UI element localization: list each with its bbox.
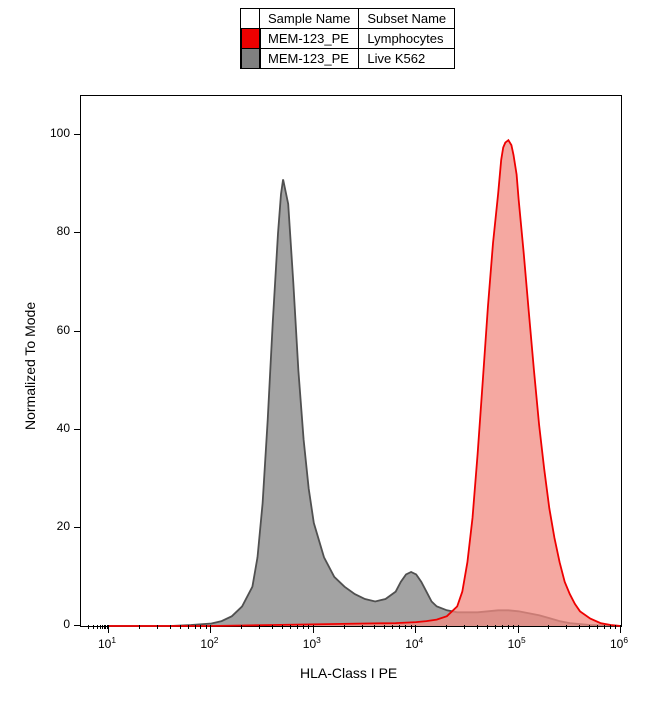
- x-tick-label: 101: [98, 635, 116, 651]
- legend-swatch-cell: [241, 49, 260, 69]
- legend-sample-cell: MEM-123_PE: [260, 29, 359, 49]
- x-tick-label: 105: [508, 635, 526, 651]
- legend-header-row: Sample Name Subset Name: [241, 9, 455, 29]
- x-tick-minor: [241, 625, 242, 629]
- x-tick-minor: [615, 625, 616, 629]
- y-tick-label: 100: [50, 126, 70, 140]
- x-tick-minor: [513, 625, 514, 629]
- legend-subset-cell: Live K562: [359, 49, 455, 69]
- x-tick-major: [108, 625, 109, 633]
- y-tick-label: 40: [57, 421, 70, 435]
- legend-sample-cell: MEM-123_PE: [260, 49, 359, 69]
- x-tick-label: 106: [610, 635, 628, 651]
- x-tick-minor: [139, 625, 140, 629]
- x-tick-minor: [206, 625, 207, 629]
- x-tick-minor: [548, 625, 549, 629]
- y-tick: [74, 625, 80, 626]
- x-tick-minor: [566, 625, 567, 629]
- y-tick: [74, 331, 80, 332]
- x-tick-minor: [93, 625, 94, 629]
- x-tick-minor: [195, 625, 196, 629]
- x-tick-minor: [282, 625, 283, 629]
- y-tick: [74, 134, 80, 135]
- x-tick-minor: [464, 625, 465, 629]
- x-tick-minor: [604, 625, 605, 629]
- x-tick-minor: [405, 625, 406, 629]
- x-tick-minor: [88, 625, 89, 629]
- legend-header-sample: Sample Name: [260, 9, 359, 29]
- legend-header-swatch: [241, 9, 260, 29]
- x-tick-minor: [100, 625, 101, 629]
- legend-swatch-cell: [241, 29, 260, 49]
- y-tick-label: 20: [57, 519, 70, 533]
- x-tick-minor: [157, 625, 158, 629]
- x-tick-label: 104: [405, 635, 423, 651]
- legend-row: MEM-123_PELymphocytes: [241, 29, 455, 49]
- x-tick-minor: [308, 625, 309, 629]
- histogram-fill: [109, 140, 621, 626]
- plot-area: [80, 95, 622, 627]
- y-tick: [74, 429, 80, 430]
- y-tick: [74, 527, 80, 528]
- x-tick-minor: [411, 625, 412, 629]
- x-tick-minor: [589, 625, 590, 629]
- x-tick-minor: [399, 625, 400, 629]
- x-tick-minor: [446, 625, 447, 629]
- x-tick-major: [210, 625, 211, 633]
- legend-header-subset: Subset Name: [359, 9, 455, 29]
- x-axis-label: HLA-Class I PE: [300, 665, 397, 681]
- x-tick-minor: [272, 625, 273, 629]
- x-tick-minor: [487, 625, 488, 629]
- y-tick-label: 80: [57, 224, 70, 238]
- y-tick: [74, 232, 80, 233]
- histogram-svg: [81, 96, 621, 626]
- x-tick-minor: [495, 625, 496, 629]
- x-tick-minor: [290, 625, 291, 629]
- legend-row: MEM-123_PELive K562: [241, 49, 455, 69]
- x-tick-minor: [303, 625, 304, 629]
- x-tick-minor: [180, 625, 181, 629]
- x-tick-minor: [344, 625, 345, 629]
- x-tick-minor: [97, 625, 98, 629]
- x-tick-minor: [188, 625, 189, 629]
- x-tick-minor: [200, 625, 201, 629]
- x-tick-label: 103: [303, 635, 321, 651]
- x-tick-minor: [374, 625, 375, 629]
- x-tick-minor: [297, 625, 298, 629]
- x-tick-minor: [170, 625, 171, 629]
- x-tick-minor: [362, 625, 363, 629]
- x-tick-minor: [477, 625, 478, 629]
- y-axis-label: Normalized To Mode: [22, 302, 38, 430]
- x-tick-label: 102: [200, 635, 218, 651]
- x-tick-minor: [579, 625, 580, 629]
- x-tick-minor: [102, 625, 103, 629]
- legend-subset-cell: Lymphocytes: [359, 29, 455, 49]
- y-tick-label: 0: [63, 617, 70, 631]
- x-tick-minor: [610, 625, 611, 629]
- x-tick-minor: [502, 625, 503, 629]
- x-tick-major: [415, 625, 416, 633]
- x-tick-major: [313, 625, 314, 633]
- x-tick-major: [518, 625, 519, 633]
- x-tick-major: [620, 625, 621, 633]
- x-tick-minor: [259, 625, 260, 629]
- x-tick-minor: [392, 625, 393, 629]
- x-tick-minor: [597, 625, 598, 629]
- x-tick-minor: [384, 625, 385, 629]
- y-tick-label: 60: [57, 323, 70, 337]
- legend-table: Sample Name Subset Name MEM-123_PELympho…: [240, 8, 455, 69]
- x-tick-minor: [107, 625, 108, 629]
- x-tick-minor: [508, 625, 509, 629]
